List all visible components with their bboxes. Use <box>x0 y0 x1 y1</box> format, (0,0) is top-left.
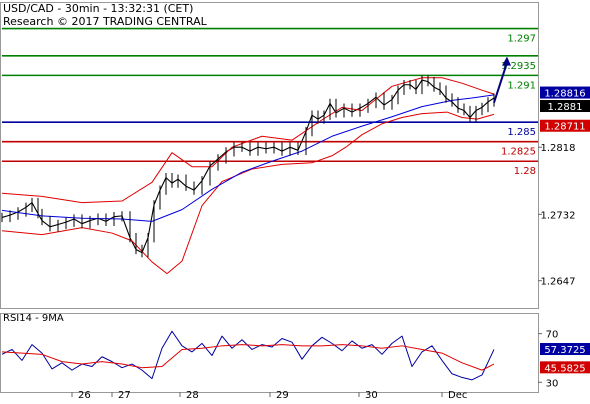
forecast-arrow-shaft <box>493 62 508 104</box>
rsi-title: RSI14 - 9MA <box>3 313 64 324</box>
price-tag-label: 1.2881 <box>548 102 583 113</box>
rsi-tag-bg <box>540 343 590 356</box>
rsi-tag-label: 57.3725 <box>544 345 585 356</box>
price-tag-bg <box>540 119 590 132</box>
rsi-tag-bg <box>540 361 590 374</box>
series-bollinger-lower <box>1 111 495 275</box>
x-tick-label: 28 <box>186 390 199 400</box>
y-tick-label: 1.2647 <box>541 277 576 288</box>
rsi-y-tick-label: 70 <box>546 330 559 341</box>
y-tick-label: 1.2732 <box>541 210 576 221</box>
axes: 1.2818 1.2732 1.2647 1.28816 1.2881 1.28711 70… <box>71 86 590 401</box>
price-tag-label: 1.28711 <box>544 122 585 133</box>
price-panel-frame <box>0 2 539 309</box>
level-label-support: 1.2825 <box>501 147 536 158</box>
series-moving-average <box>1 94 495 222</box>
level-label-pivot: 1.285 <box>507 127 536 138</box>
x-tick-label: 27 <box>118 390 131 400</box>
rsi-series-rsi-ma <box>1 344 495 371</box>
forecast-arrow-head <box>502 56 511 66</box>
level-label-resistance: 1.2935 <box>501 61 536 72</box>
price-panel: 1.297 1.2935 1.291 1.285 1.2825 1.28 <box>0 2 539 309</box>
level-label-resistance: 1.291 <box>507 80 536 91</box>
x-tick-label: 30 <box>365 390 378 400</box>
chart-title: USD/CAD - 30min - 13:32:31 (CET) <box>3 2 193 15</box>
level-label-support: 1.28 <box>514 166 536 177</box>
price-tag-bg <box>540 86 590 99</box>
price-tag-bg <box>540 100 590 113</box>
rsi-tag-label: 45.5825 <box>544 363 585 374</box>
level-label-resistance: 1.297 <box>507 34 536 45</box>
y-tick-label: 1.2818 <box>541 143 576 154</box>
series-bollinger-upper <box>1 77 495 204</box>
chart-credit: Research © 2017 TRADING CENTRAL <box>3 15 208 28</box>
rsi-y-tick-label: 30 <box>546 378 559 389</box>
x-tick-label: 29 <box>276 390 289 400</box>
x-tick-label: 26 <box>78 390 91 400</box>
price-tag-label: 1.28816 <box>544 89 585 100</box>
x-tick-label: Dec <box>448 390 467 400</box>
